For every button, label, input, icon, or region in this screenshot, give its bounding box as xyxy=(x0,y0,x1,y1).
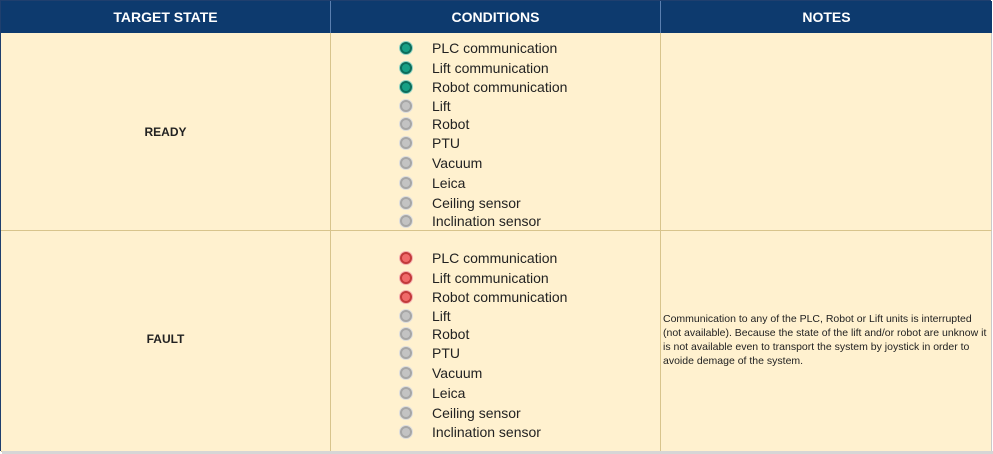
condition-item: Vacuum xyxy=(400,363,482,382)
status-dot-icon xyxy=(400,271,412,284)
status-dot-icon xyxy=(400,196,412,209)
condition-item: PTU xyxy=(400,343,460,362)
status-dot-icon xyxy=(400,41,412,54)
condition-item: Robot communication xyxy=(400,77,567,96)
condition-item: PTU xyxy=(400,133,460,152)
fault-conditions-cell: PLC communication Lift communication Rob… xyxy=(331,231,661,452)
condition-item: Inclination sensor xyxy=(400,422,541,441)
condition-label: Inclination sensor xyxy=(432,423,541,440)
state-label-fault: FAULT xyxy=(146,332,185,346)
fault-notes-cell: Communication to any of the PLC, Robot o… xyxy=(661,231,992,452)
condition-label: Leica xyxy=(432,174,466,191)
status-dot-icon xyxy=(400,425,412,438)
condition-item: Ceiling sensor xyxy=(400,193,521,212)
condition-label: Lift xyxy=(432,307,451,324)
condition-item: Lift communication xyxy=(400,268,549,287)
condition-item: Lift xyxy=(400,306,451,325)
condition-label: Robot communication xyxy=(432,78,568,95)
condition-item: Robot xyxy=(400,114,469,133)
condition-label: Ceiling sensor xyxy=(432,194,521,211)
status-dot-icon xyxy=(400,290,412,303)
table-shadow xyxy=(2,451,993,454)
condition-item: Leica xyxy=(400,383,465,402)
status-dot-icon xyxy=(400,346,412,359)
status-dot-icon xyxy=(400,136,412,149)
condition-label: Lift communication xyxy=(432,59,549,76)
condition-label: Robot xyxy=(432,325,470,342)
condition-label: Ceiling sensor xyxy=(432,404,521,421)
condition-label: Leica xyxy=(432,384,466,401)
condition-item: Vacuum xyxy=(400,153,482,172)
ready-state-cell: READY xyxy=(1,33,331,231)
condition-label: PTU xyxy=(432,344,460,361)
status-dot-icon xyxy=(400,214,412,227)
condition-item: Lift xyxy=(400,96,451,115)
ready-conditions-cell: PLC communication Lift communication Rob… xyxy=(331,33,661,231)
condition-item: PLC communication xyxy=(400,38,557,57)
header-notes: NOTES xyxy=(661,1,992,33)
condition-item: Lift communication xyxy=(400,58,549,77)
condition-label: PLC communication xyxy=(432,249,558,266)
fault-state-cell: FAULT xyxy=(1,231,331,452)
condition-label: Lift xyxy=(432,97,451,114)
condition-item: Robot xyxy=(400,324,469,343)
status-dot-icon xyxy=(400,327,412,340)
condition-item: Ceiling sensor xyxy=(400,403,521,422)
header-target-state: TARGET STATE xyxy=(1,1,331,33)
condition-label: Lift communication xyxy=(432,269,549,286)
status-dot-icon xyxy=(400,61,412,74)
condition-label: Robot xyxy=(432,115,470,132)
status-dot-icon xyxy=(400,406,412,419)
condition-item: Inclination sensor xyxy=(400,211,541,230)
condition-label: Vacuum xyxy=(432,364,483,381)
condition-label: Vacuum xyxy=(432,154,483,171)
status-dot-icon xyxy=(400,251,412,264)
status-dot-icon xyxy=(400,176,412,189)
status-dot-icon xyxy=(400,99,412,112)
notes-text: Communication to any of the PLC, Robot o… xyxy=(663,313,987,367)
condition-label: Robot communication xyxy=(432,288,568,305)
status-dot-icon xyxy=(400,117,412,130)
condition-label: PLC communication xyxy=(432,39,558,56)
condition-label: PTU xyxy=(432,134,460,151)
condition-item: PLC communication xyxy=(400,248,557,267)
status-dot-icon xyxy=(400,156,412,169)
condition-item: Robot communication xyxy=(400,287,567,306)
status-dot-icon xyxy=(400,80,412,93)
state-label-ready: READY xyxy=(144,125,187,139)
status-dot-icon xyxy=(400,366,412,379)
condition-item: Leica xyxy=(400,173,465,192)
ready-notes-cell xyxy=(661,33,992,231)
header-conditions: CONDITIONS xyxy=(331,1,661,33)
status-dot-icon xyxy=(400,386,412,399)
status-dot-icon xyxy=(400,309,412,322)
condition-label: Inclination sensor xyxy=(432,212,541,229)
